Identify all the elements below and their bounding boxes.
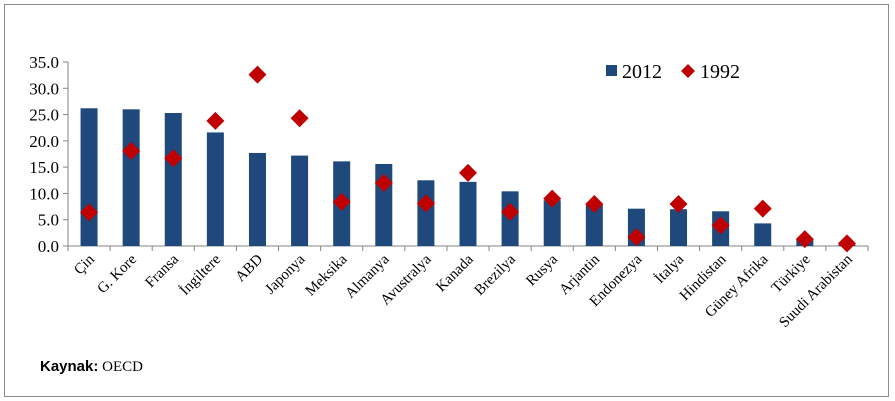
point-1992 [627,228,646,247]
bar-2012 [754,223,772,246]
point-1992 [585,194,604,213]
category-label: Japonya [262,251,308,297]
bar-2012 [80,108,98,247]
point-1992 [332,192,351,211]
legend-swatch-1992 [681,64,695,78]
y-tick-label: 0.0 [38,237,59,256]
bar-2012 [206,132,224,246]
category-label: Brezilya [472,251,519,298]
point-1992 [795,230,814,249]
bar-2012 [459,181,477,246]
bar-2012 [248,152,266,246]
category-label: Kanada [433,251,477,295]
bar-2012 [291,155,309,246]
legend-swatch-2012 [606,65,617,76]
point-1992 [164,149,183,168]
point-1992 [374,173,393,192]
bar-2012 [122,109,140,246]
y-tick-label: 35.0 [29,53,59,72]
y-tick-label: 30.0 [29,79,59,98]
source-label: Kaynak: [40,358,99,375]
bar-2012 [543,200,561,246]
point-1992 [416,194,435,213]
category-label: Rusya [523,251,561,289]
point-1992 [543,189,562,208]
bar-2012 [670,209,688,246]
point-1992 [837,234,856,253]
category-label: İtalya [652,251,688,287]
bar-2012 [164,112,182,246]
y-tick-label: 15.0 [29,158,59,177]
category-label: Çin [71,251,98,278]
category-label: Suudi Arabistan [776,251,856,331]
point-1992 [669,194,688,213]
y-tick-label: 5.0 [38,211,59,230]
y-tick-label: 20.0 [29,132,59,151]
legend-label-2012: 2012 [622,61,662,83]
chart-frame [4,4,889,397]
legend-label-1992: 1992 [700,61,740,83]
category-label: İngiltere [177,251,224,298]
bar-2012 [585,204,603,246]
point-1992 [753,199,772,218]
point-1992 [459,163,477,182]
point-1992 [80,203,99,222]
category-label: Fransa [142,251,182,291]
y-tick-label: 10.0 [29,184,59,203]
point-1992 [290,109,309,128]
category-label: ABD [233,251,267,285]
point-1992 [711,216,730,235]
source-note: Kaynak: OECD [40,358,143,376]
point-1992 [206,111,225,130]
y-tick-label: 25.0 [29,106,59,125]
source-value: OECD [102,359,143,375]
point-1992 [501,202,520,221]
point-1992 [122,141,141,160]
point-1992 [248,65,267,84]
bar-2012 [417,180,435,246]
category-label: G. Kore [94,251,140,297]
